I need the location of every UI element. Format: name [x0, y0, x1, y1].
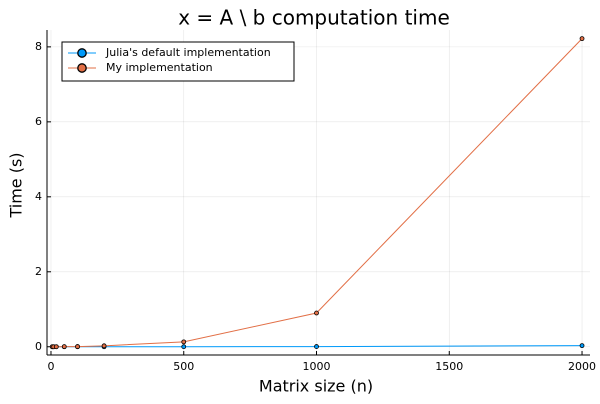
data-point: [579, 343, 585, 349]
data-point: [314, 310, 319, 316]
legend: Julia's default implementation My impleme…: [61, 41, 295, 82]
legend-marker: [77, 63, 87, 73]
series-layer: [49, 36, 585, 350]
chart-title: x = A \ b computation time: [178, 6, 450, 30]
y-axis-ticks: 0 2 4 6 8: [35, 40, 51, 353]
y-axis-label: Time (s): [7, 152, 26, 218]
data-point: [181, 339, 187, 345]
x-tick-label: 1500: [435, 360, 463, 373]
x-axis-label: Matrix size (n): [259, 377, 373, 396]
y-tick-label: 4: [35, 190, 42, 203]
x-tick-label: 2000: [568, 360, 596, 373]
legend-label: My implementation: [106, 61, 213, 74]
data-point: [101, 343, 107, 349]
legend-marker: [77, 48, 87, 58]
data-point: [579, 36, 585, 42]
y-tick-label: 2: [35, 265, 42, 278]
data-point: [53, 344, 59, 350]
legend-box: [61, 41, 295, 82]
data-point: [75, 344, 80, 349]
data-point: [181, 344, 187, 350]
legend-item: My implementation: [68, 61, 213, 74]
x-tick-label: 0: [47, 360, 54, 373]
legend-item: Julia's default implementation: [68, 46, 271, 59]
y-tick-label: 8: [35, 40, 42, 53]
x-tick-label: 1000: [303, 360, 331, 373]
data-point: [314, 344, 319, 349]
y-tick-label: 0: [35, 340, 42, 353]
y-tick-label: 6: [35, 115, 42, 128]
legend-label: Julia's default implementation: [105, 46, 271, 59]
x-tick-label: 500: [173, 360, 194, 373]
series-2: [49, 36, 585, 350]
x-axis-ticks: 0 500 1000 1500 2000: [47, 351, 596, 373]
data-point: [61, 344, 67, 350]
